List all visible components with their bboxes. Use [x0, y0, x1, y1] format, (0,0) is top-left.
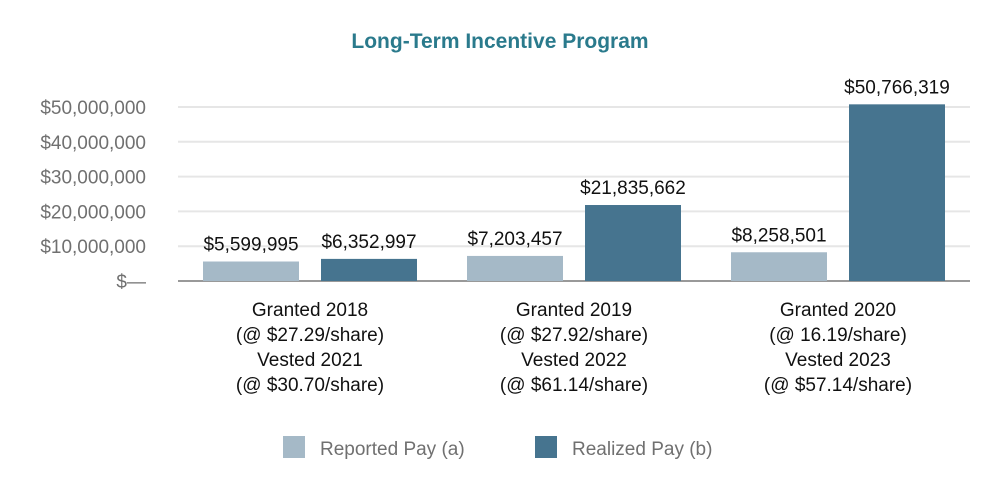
bar-reported-3: [731, 252, 827, 281]
y-tick-label: $20,000,000: [40, 202, 146, 223]
bar-realized-2: [585, 205, 681, 281]
legend: Reported Pay (a) Realized Pay (b): [283, 436, 712, 460]
data-label: $21,835,662: [580, 178, 686, 199]
data-labels: $5,599,995 $6,352,997 $7,203,457 $21,835,66…: [203, 77, 949, 255]
data-label: $8,258,501: [731, 225, 826, 246]
data-label: $7,203,457: [467, 229, 562, 250]
y-tick-label: $40,000,000: [40, 133, 146, 154]
y-tick-label: $50,000,000: [40, 98, 146, 119]
bar-reported-2: [467, 255, 563, 281]
x-category-label: Granted 2018 (@ $27.29/share) Vested 2021(…: [236, 300, 384, 396]
bar-realized-3: [849, 104, 945, 281]
legend-swatch-reported: [283, 436, 305, 458]
bars: [203, 104, 945, 281]
data-label: $5,599,995: [203, 235, 298, 256]
y-tick-label: $10,000,000: [40, 237, 146, 258]
bar-reported-1: [203, 261, 299, 281]
data-label: $6,352,997: [321, 232, 416, 253]
gridlines: [178, 106, 970, 282]
y-tick-label: $—: [116, 272, 146, 293]
data-label: $50,766,319: [844, 77, 950, 98]
legend-label: Reported Pay (a): [320, 439, 465, 460]
chart-title: Long-Term Incentive Program: [351, 30, 648, 53]
legend-label: Realized Pay (b): [572, 439, 712, 460]
legend-swatch-realized: [535, 436, 557, 458]
x-category-label: Granted 2019 (@ $27.92/share) Vested 2022(…: [500, 300, 648, 396]
bar-realized-1: [321, 258, 417, 281]
y-tick-label: $30,000,000: [40, 168, 146, 189]
y-axis-ticks: $— $10,000,000 $20,000,000 $30,000,000 $40,0…: [40, 98, 146, 293]
x-axis-labels: Granted 2018 (@ $27.29/share) Vested 2021(…: [236, 300, 912, 396]
x-category-label: Granted 2020 (@ 16.19/share) Vested 2023 (@…: [764, 300, 912, 396]
